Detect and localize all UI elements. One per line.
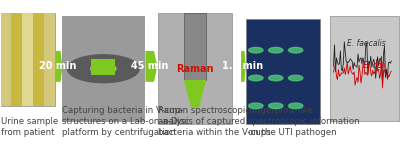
FancyBboxPatch shape <box>33 13 44 106</box>
Text: 20 min: 20 min <box>39 61 76 71</box>
FancyBboxPatch shape <box>246 19 320 124</box>
Polygon shape <box>241 51 246 82</box>
Circle shape <box>268 103 283 109</box>
FancyBboxPatch shape <box>158 13 232 124</box>
Circle shape <box>288 75 303 81</box>
Text: Urine sample
from patient: Urine sample from patient <box>1 117 58 137</box>
Circle shape <box>288 103 303 109</box>
Text: Raman: Raman <box>176 64 214 74</box>
Circle shape <box>249 47 263 53</box>
Circle shape <box>268 47 283 53</box>
Circle shape <box>91 64 116 74</box>
Text: E. faecalis: E. faecalis <box>347 39 385 49</box>
Circle shape <box>288 47 303 53</box>
FancyBboxPatch shape <box>1 13 54 106</box>
Text: 45 min: 45 min <box>130 61 168 71</box>
Circle shape <box>249 103 263 109</box>
Text: Raman spectroscopic
analysis of captured
bacteria within the V-cups: Raman spectroscopic analysis of captured… <box>158 106 271 137</box>
Text: Capturing bacteria in V-cup-
structures on a Lab-on-a-Disc
platform by centrifug: Capturing bacteria in V-cup- structures … <box>62 106 190 137</box>
FancyBboxPatch shape <box>1 13 12 106</box>
FancyBboxPatch shape <box>44 13 54 106</box>
Circle shape <box>67 55 139 83</box>
Polygon shape <box>145 51 157 82</box>
Text: Fingerprint-like
spectroscopic information
on the UTI pathogen: Fingerprint-like spectroscopic informati… <box>248 106 360 137</box>
Text: E. coli: E. coli <box>363 61 385 70</box>
FancyBboxPatch shape <box>184 13 206 80</box>
FancyBboxPatch shape <box>330 16 399 121</box>
FancyBboxPatch shape <box>22 13 33 106</box>
FancyBboxPatch shape <box>62 16 144 121</box>
FancyBboxPatch shape <box>91 59 115 75</box>
Polygon shape <box>184 80 206 108</box>
Circle shape <box>268 75 283 81</box>
FancyBboxPatch shape <box>12 13 22 106</box>
Circle shape <box>249 75 263 81</box>
Text: 1.5 min: 1.5 min <box>222 61 263 71</box>
Polygon shape <box>56 51 62 82</box>
